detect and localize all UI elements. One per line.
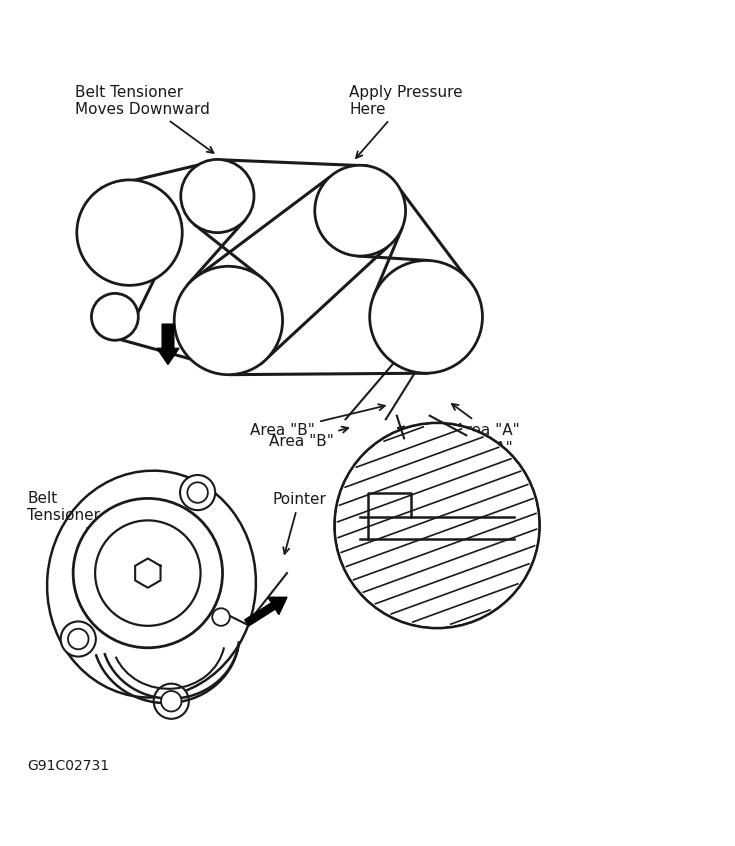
- Ellipse shape: [47, 470, 256, 697]
- Circle shape: [77, 180, 182, 285]
- Text: Belt Tensioner
Moves Downward: Belt Tensioner Moves Downward: [75, 85, 214, 153]
- Circle shape: [91, 294, 138, 340]
- Text: Area "B": Area "B": [269, 426, 348, 449]
- Text: Area "A": Area "A": [398, 426, 513, 456]
- Circle shape: [315, 165, 406, 256]
- Circle shape: [370, 261, 482, 373]
- Circle shape: [161, 691, 182, 711]
- Circle shape: [174, 266, 282, 375]
- Circle shape: [336, 425, 538, 627]
- Text: Belt
Tensioner: Belt Tensioner: [27, 491, 122, 559]
- Circle shape: [154, 684, 189, 719]
- FancyArrow shape: [245, 597, 287, 626]
- Circle shape: [180, 475, 215, 510]
- FancyArrow shape: [157, 324, 179, 365]
- Circle shape: [187, 482, 208, 503]
- Circle shape: [61, 622, 96, 656]
- Circle shape: [212, 608, 230, 626]
- Circle shape: [95, 520, 201, 626]
- Circle shape: [68, 629, 88, 649]
- Polygon shape: [135, 558, 160, 588]
- Text: Apply Pressure
Here: Apply Pressure Here: [349, 85, 463, 158]
- Text: Area "A": Area "A": [452, 404, 520, 438]
- Text: Area "B": Area "B": [251, 404, 385, 438]
- Text: G91C02731: G91C02731: [27, 759, 109, 772]
- Circle shape: [334, 423, 539, 628]
- Circle shape: [181, 159, 254, 233]
- Circle shape: [74, 498, 223, 648]
- Text: Pointer: Pointer: [272, 492, 326, 554]
